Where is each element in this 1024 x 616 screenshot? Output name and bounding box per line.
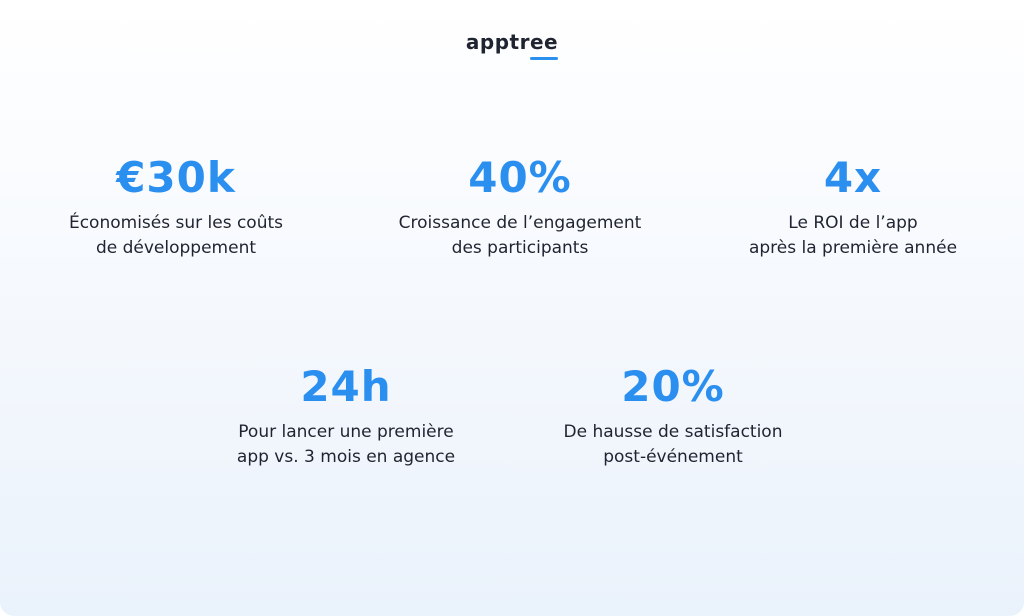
stat-value: 4x — [823, 153, 883, 202]
stat-description-line: Croissance de l’engagement — [398, 213, 642, 233]
stat-description: De hausse de satisfaction post-événement — [523, 420, 823, 470]
stat-launch-time: 24h Pour lancer une première app vs. 3 m… — [196, 364, 496, 470]
stat-value: 20% — [621, 362, 725, 411]
stat-value: 40% — [468, 153, 572, 202]
logo-text: apptree — [465, 30, 559, 54]
stat-value: €30k — [116, 153, 236, 202]
stat-satisfaction: 20% De hausse de satisfaction post-événe… — [523, 364, 823, 470]
stat-value: 24h — [300, 362, 392, 411]
stat-roi: 4x Le ROI de l’app après la première ann… — [703, 155, 1003, 261]
stat-description-line: Économisés sur les coûts — [68, 213, 284, 233]
stat-description-line: De hausse de satisfaction — [563, 422, 783, 442]
stat-description-line: Pour lancer une première — [238, 422, 454, 442]
stat-description-line: Le ROI de l’app — [788, 213, 918, 233]
stat-description-line: après la première année — [748, 238, 958, 258]
stat-engagement: 40% Croissance de l’engagement des parti… — [370, 155, 670, 261]
stat-description: Économisés sur les coûts de développemen… — [26, 211, 326, 261]
logo: apptree — [0, 30, 1024, 60]
logo-wordmark: apptree — [465, 30, 559, 60]
stat-description-line: app vs. 3 mois en agence — [236, 447, 456, 467]
stat-savings: €30k Économisés sur les coûts de dévelop… — [26, 155, 326, 261]
logo-underline — [530, 57, 559, 60]
stat-description: Le ROI de l’app après la première année — [703, 211, 1003, 261]
stat-description: Croissance de l’engagement des participa… — [370, 211, 670, 261]
stat-description-line: post-événement — [603, 447, 743, 467]
stat-description: Pour lancer une première app vs. 3 mois … — [196, 420, 496, 470]
stat-description-line: des participants — [451, 238, 589, 258]
stat-description-line: de développement — [95, 238, 257, 258]
